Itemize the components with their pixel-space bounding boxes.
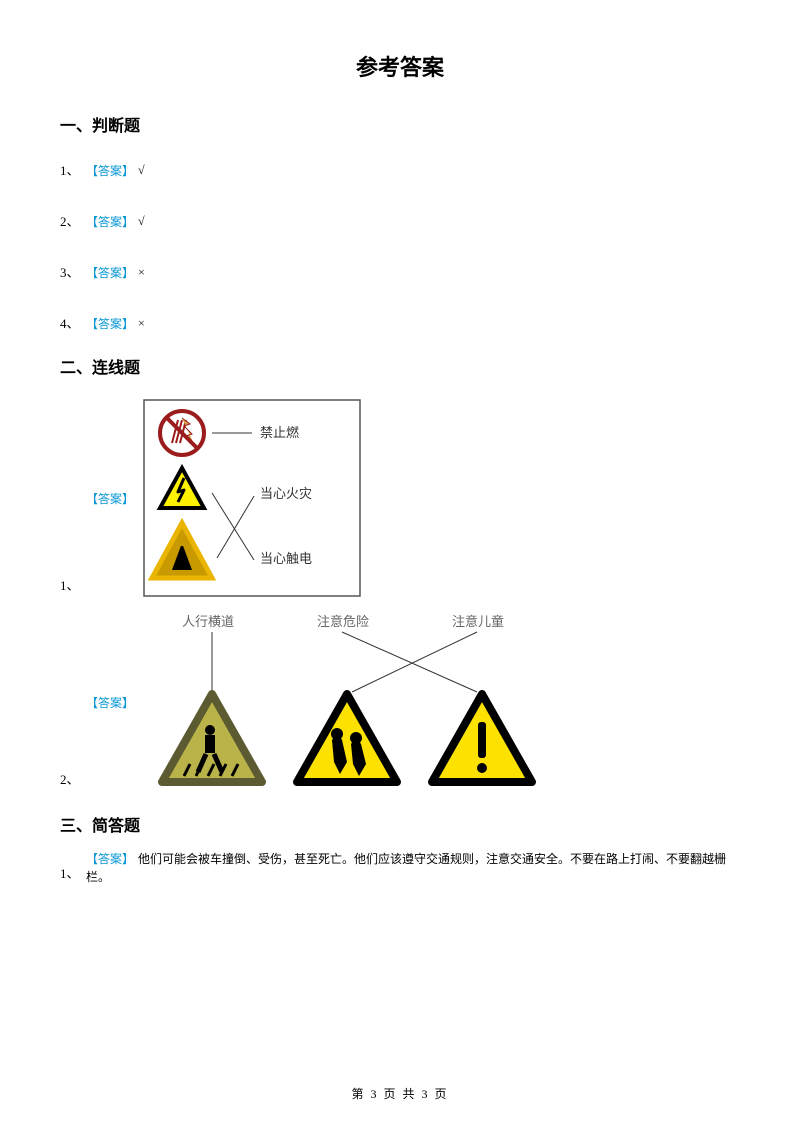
item-number: 1、 bbox=[60, 575, 86, 598]
answer-label: 【答案】 bbox=[86, 852, 134, 866]
matching-diagram-2: 人行横道 注意危险 注意儿童 bbox=[142, 612, 562, 792]
answer-label: 【答案】 bbox=[86, 490, 134, 507]
match-label-text: 禁止燃 bbox=[260, 425, 299, 440]
matching-answer-1: 1、 【答案】 禁止燃 当心火灾 当心触电 bbox=[60, 398, 740, 598]
answer-label: 【答案】 bbox=[86, 315, 134, 332]
item-number: 1、 bbox=[60, 863, 86, 886]
item-number: 2、 bbox=[60, 201, 86, 230]
short-answer-item: 1、 【答案】他们可能会被车撞倒、受伤，甚至死亡。他们应该遵守交通规则，注意交通… bbox=[60, 850, 740, 886]
item-number: 2、 bbox=[60, 769, 86, 792]
section-heading-1: 一、判断题 bbox=[60, 112, 740, 136]
answer-label: 【答案】 bbox=[86, 213, 134, 230]
match-header-text: 注意儿童 bbox=[452, 614, 504, 629]
match-label-text: 当心火灾 bbox=[260, 486, 312, 501]
judgement-item: 4、 【答案】 × bbox=[60, 303, 740, 332]
match-label-text: 当心触电 bbox=[260, 551, 312, 566]
short-answer-text: 他们可能会被车撞倒、受伤，甚至死亡。他们应该遵守交通规则，注意交通安全。不要在路… bbox=[86, 852, 726, 884]
page-footer: 第 3 页 共 3 页 bbox=[0, 1085, 800, 1102]
section-heading-2: 二、连线题 bbox=[60, 354, 740, 378]
item-number: 1、 bbox=[60, 150, 86, 179]
match-header-text: 人行横道 bbox=[182, 614, 234, 629]
judgement-item: 3、 【答案】 × bbox=[60, 252, 740, 281]
judgement-item: 1、 【答案】 √ bbox=[60, 150, 740, 179]
matching-diagram-1: 禁止燃 当心火灾 当心触电 bbox=[142, 398, 362, 598]
answer-value: √ bbox=[138, 163, 145, 178]
section-heading-3: 三、简答题 bbox=[60, 812, 740, 836]
answer-label: 【答案】 bbox=[86, 694, 134, 711]
answer-value: × bbox=[138, 265, 145, 280]
answer-label: 【答案】 bbox=[86, 162, 134, 179]
judgement-item: 2、 【答案】 √ bbox=[60, 201, 740, 230]
item-number: 3、 bbox=[60, 252, 86, 281]
matching-answer-2: 2、 【答案】 人行横道 注意危险 注意儿童 bbox=[60, 612, 740, 792]
item-number: 4、 bbox=[60, 303, 86, 332]
answer-value: × bbox=[138, 316, 145, 331]
match-header-text: 注意危险 bbox=[317, 614, 369, 629]
page: 参考答案 一、判断题 1、 【答案】 √ 2、 【答案】 √ 3、 【答案】 ×… bbox=[0, 0, 800, 886]
page-title: 参考答案 bbox=[60, 50, 740, 82]
answer-label: 【答案】 bbox=[86, 264, 134, 281]
answer-value: √ bbox=[138, 214, 145, 229]
